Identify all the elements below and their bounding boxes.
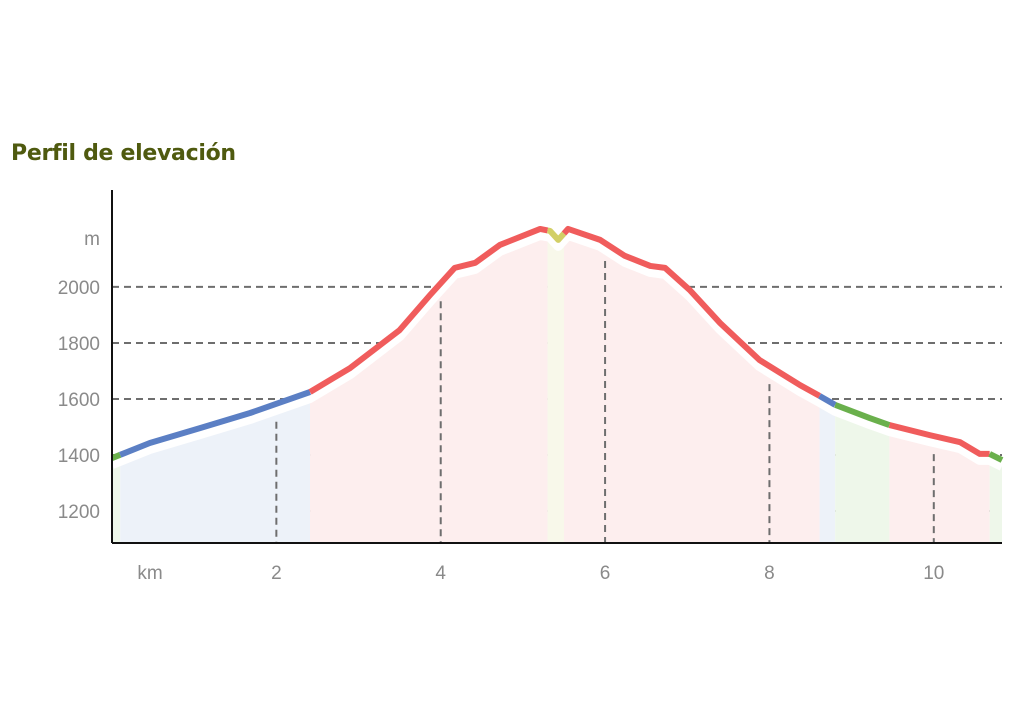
line-halo [110,229,1005,471]
y-tick-label-1200: 1200 [58,502,100,523]
y-tick-label-1400: 1400 [58,446,100,467]
profile-segment-5 [818,393,837,408]
profile-segment-0 [110,452,122,461]
x-tick-label-4: 4 [435,563,446,584]
axes [111,190,1002,544]
segment-fill-3 [547,230,564,543]
segment-fill-8 [989,453,1002,543]
segment-fill-5 [819,395,836,543]
tick-labels: m 1200 1400 1600 1800 2000 km 2 4 6 8 10 [58,229,945,584]
y-tick-label-2000: 2000 [58,278,100,299]
segment-fill-2 [310,228,548,543]
x-axis-label: km [137,563,162,584]
vertical-grid-lines [275,261,935,543]
profile-segment-3 [546,227,567,243]
y-tick-label-1800: 1800 [58,334,100,355]
segment-fill-4 [563,228,820,543]
profile-segment-7 [888,422,990,457]
y-tick-label-1600: 1600 [58,390,100,411]
segment-fill-1 [120,391,311,543]
y-axis-label: m [84,229,100,250]
profile-segment-8 [988,451,1004,463]
profile-segment-6 [834,402,891,428]
x-tick-label-2: 2 [271,563,282,584]
segment-fill-0 [112,454,121,543]
profile-segment-1 [119,389,312,458]
area-fills [110,228,1005,543]
profile-line [110,225,1004,463]
chart-title: Perfil de elevación [11,141,236,166]
profile-segment-4 [561,225,822,399]
x-tick-label-10: 10 [923,563,944,584]
segment-fill-6 [835,404,890,543]
x-tick-label-6: 6 [600,563,611,584]
profile-segment-2 [308,225,549,395]
x-tick-label-8: 8 [764,563,775,584]
